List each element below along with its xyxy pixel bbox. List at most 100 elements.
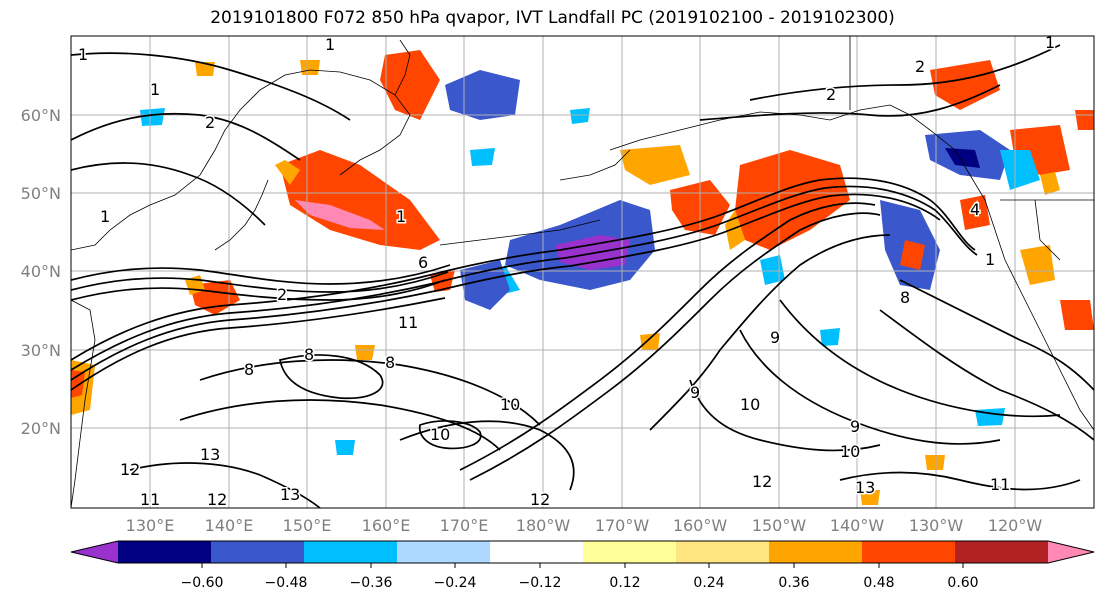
colorbar-swatch	[955, 541, 1049, 563]
contour-trop-7	[879, 309, 1094, 441]
contour-jet-5	[71, 279, 446, 301]
contour-north-2	[71, 112, 301, 161]
contour-jet-7	[71, 264, 451, 285]
contour-sw-ne-2	[469, 212, 881, 481]
colorbar-swatch	[118, 541, 212, 563]
contour-label: 1	[1045, 33, 1055, 52]
anomaly-positive-subtrop	[900, 240, 925, 270]
contour-north-5	[699, 84, 1001, 121]
contour-trop-5	[739, 329, 1001, 445]
contour-jet-6	[71, 271, 449, 293]
contour-sw-ne-1	[459, 202, 876, 471]
colorbar-tick-label: −0.36	[350, 575, 393, 591]
contour-label: 10	[430, 425, 450, 444]
contour-jet-1	[71, 177, 976, 361]
contour-north-4	[749, 44, 1061, 101]
gridlines	[71, 36, 1094, 508]
contour-labels: 1 1 1 2 1 2 1 2 1 2 6 11 8 8 8 10 9 9 10…	[77, 33, 1057, 509]
colorbar-swatch	[583, 541, 677, 563]
contour-label: 8	[244, 360, 254, 379]
colorbar-tick-label: −0.60	[181, 575, 224, 591]
lat-label: 20°N	[21, 419, 61, 438]
contour-trop-6	[779, 299, 1061, 418]
lon-label: 130°E	[126, 516, 175, 535]
contour-label: 13	[855, 478, 875, 497]
contour-sw-ne-3	[649, 234, 891, 431]
contour-label: 2	[826, 85, 836, 104]
contour-label: 12	[530, 490, 550, 509]
colorbar-swatch	[769, 541, 863, 563]
anomaly-negative-coast-core	[945, 148, 980, 168]
contour-label: 8	[385, 353, 395, 372]
contour-label: 1	[985, 250, 995, 269]
anomaly-positive-gulf-north	[930, 60, 1000, 110]
contour-label: 9	[850, 417, 860, 436]
anomaly-negative-coast-edge	[1000, 150, 1040, 190]
contour-label: 1	[78, 45, 88, 64]
border-us-ca	[1034, 199, 1061, 261]
map-title: 2019101800 F072 850 hPa qvapor, IVT Land…	[210, 8, 895, 28]
lon-label: 150°E	[283, 516, 332, 535]
contour-label: 1	[150, 80, 160, 99]
lon-label: 170°W	[595, 516, 650, 535]
contour-label: 10	[740, 395, 760, 414]
colorbar-tick-label: 0.36	[778, 575, 809, 591]
anomaly-positive-nwpac-core	[295, 200, 385, 230]
colorbar-extend-max	[1048, 541, 1094, 563]
lon-label: 160°W	[673, 516, 728, 535]
anomaly-positive-gulf	[620, 145, 690, 185]
contour-label: 12	[752, 472, 772, 491]
contour-label: 1	[396, 207, 406, 226]
contour-label: 1	[325, 35, 335, 54]
colorbar	[70, 540, 1095, 568]
contour-label: 10	[840, 442, 860, 461]
contour-label: 6	[418, 253, 428, 272]
plot-frame	[70, 35, 1095, 509]
contour-label: 11	[140, 490, 160, 509]
colorbar-extend-min	[71, 541, 118, 563]
anomaly-positive-east2	[735, 150, 850, 250]
contour-trop-9	[129, 462, 321, 508]
colorbar-swatch	[676, 541, 770, 563]
contour-label: 2	[915, 57, 925, 76]
lon-labels: 130°E 140°E 150°E 160°E 170°E 180°W 170°…	[126, 516, 1043, 535]
contour-label: 8	[304, 345, 314, 364]
colorbar-tick-label: 0.12	[609, 575, 640, 591]
colorbar-swatch	[862, 541, 956, 563]
contour-jet-4	[71, 297, 446, 391]
contour-subtrop-ring-2	[418, 420, 482, 450]
lat-label: 50°N	[21, 184, 61, 203]
anomaly-positive-baja	[1060, 300, 1094, 330]
contour-jet-2	[71, 185, 978, 371]
contour-label: 11	[398, 313, 418, 332]
lon-label: 130°W	[909, 516, 964, 535]
lon-label: 180°W	[516, 516, 571, 535]
lon-label: 140°E	[205, 516, 254, 535]
coastline-china	[71, 299, 96, 508]
colorbar-swatch	[490, 541, 584, 563]
lat-labels: 60°N 50°N 40°N 30°N 20°N	[21, 106, 61, 438]
shaded-anomalies	[71, 50, 1094, 505]
anomaly-positive-nwpac-halo	[275, 160, 300, 185]
lat-label: 30°N	[21, 341, 61, 360]
anomaly-positive-north	[380, 50, 440, 120]
lon-label: 170°E	[440, 516, 489, 535]
contour-north-1	[71, 52, 351, 121]
anomaly-positive-ca	[1020, 245, 1055, 285]
lat-label: 40°N	[21, 262, 61, 281]
anomaly-positive-bc	[960, 195, 990, 230]
anomaly-positive-nwpac	[280, 150, 440, 250]
contour-trop-1	[199, 359, 541, 426]
contour-trop-2	[179, 399, 501, 451]
contour-trop-10	[839, 471, 1081, 491]
contour-label: 12	[207, 490, 227, 509]
colorbar-tick-label: 0.48	[863, 575, 894, 591]
lon-label: 150°W	[752, 516, 807, 535]
contour-label: 9	[690, 383, 700, 402]
contour-trop-4	[689, 379, 881, 452]
ivt-contours	[71, 44, 1094, 508]
lat-label: 60°N	[21, 106, 61, 125]
lon-label: 120°W	[988, 516, 1043, 535]
colorbar-tick-label: −0.12	[519, 575, 562, 591]
